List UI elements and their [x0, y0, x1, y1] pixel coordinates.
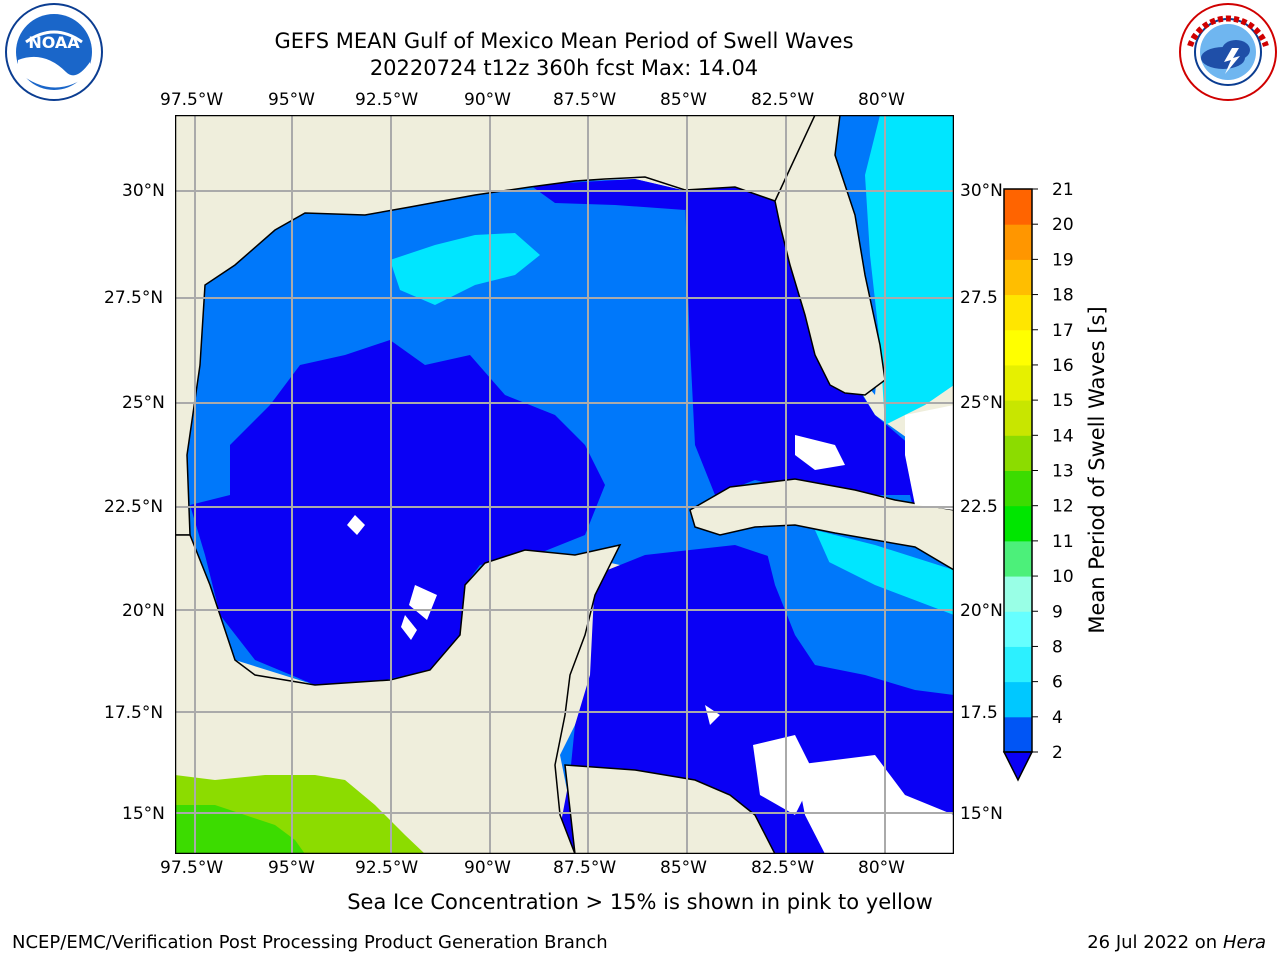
lon-tick-bottom: 80°W [858, 858, 905, 878]
noaa-logo-text: NOAA [28, 33, 80, 52]
colorbar-tick-label: 6 [1052, 673, 1063, 693]
date-value: 26 Jul 2022 on [1087, 932, 1223, 953]
colorbar-segment [1004, 540, 1032, 577]
lat-tick-left: 17.5°N [104, 703, 164, 723]
colorbar-segment [1004, 611, 1032, 647]
lon-tick-top: 95°W [268, 90, 315, 110]
high-period-region-atlantic [855, 115, 954, 425]
colorbar-segment [1004, 364, 1032, 401]
colorbar-segment [1004, 681, 1032, 718]
lon-tick-bottom: 92.5°W [355, 858, 419, 878]
lon-tick-bottom: 95°W [268, 858, 315, 878]
land-mexico [175, 534, 622, 854]
land-central-america [564, 764, 776, 854]
colorbar-segment [1004, 470, 1032, 507]
lon-tick-top: 92.5°W [355, 90, 419, 110]
lon-tick-top: 90°W [464, 90, 511, 110]
colorbar-tick-label: 21 [1052, 180, 1074, 200]
map-panel [175, 115, 954, 854]
lat-tick-right: 17.5 [960, 703, 998, 723]
machine-name: Hera [1222, 932, 1266, 953]
lat-tick-right: 20°N [960, 601, 1003, 621]
noaa-logo: NOAA [4, 2, 104, 102]
lat-tick-left: 30°N [122, 181, 165, 201]
colorbar-tick-label: 12 [1052, 497, 1074, 517]
colorbar-segment [1004, 505, 1032, 542]
colorbar-tick-label: 9 [1052, 602, 1063, 622]
colorbar-segment [1004, 646, 1032, 683]
colorbar-tick-label: 14 [1052, 426, 1074, 446]
colorbar-tick-label: 4 [1052, 708, 1063, 728]
colorbar-segment [1004, 189, 1032, 225]
high-period-region-north-gulf [390, 233, 540, 305]
lon-tick-bottom: 97.5°W [160, 858, 224, 878]
colorbar-tick-label: 8 [1052, 637, 1063, 657]
lat-tick-left: 20°N [122, 601, 165, 621]
colorbar-tick-label: 18 [1052, 286, 1074, 306]
sea-ice-note: Sea Ice Concentration > 15% is shown in … [347, 890, 933, 914]
colorbar-segment [1004, 259, 1032, 296]
colorbar-tick-label: 13 [1052, 462, 1074, 482]
colorbar-segment [1004, 329, 1032, 366]
lon-tick-top: 80°W [858, 90, 905, 110]
land-cuba [689, 478, 954, 571]
colorbar-tick-label: 15 [1052, 391, 1074, 411]
colorbar-tick-label: 2 [1052, 743, 1063, 763]
graticule [175, 115, 954, 854]
colorbar-segment [1004, 400, 1032, 436]
lon-tick-top: 87.5°W [553, 90, 617, 110]
no-data-patches [347, 405, 954, 854]
lat-tick-right: 30°N [960, 181, 1003, 201]
colorbar-tick-label: 19 [1052, 250, 1074, 270]
nws-logo [1178, 2, 1278, 102]
chart-title: GEFS MEAN Gulf of Mexico Mean Period of … [274, 29, 854, 53]
land-florida [774, 115, 886, 396]
lat-tick-left: 22.5°N [104, 497, 164, 517]
lon-tick-top: 82.5°W [751, 90, 815, 110]
colorbar-tick-label: 20 [1052, 215, 1074, 235]
lat-tick-left: 27.5°N [104, 288, 164, 308]
low-period-region-north [530, 179, 695, 210]
colorbar-segment [1004, 224, 1032, 260]
lat-tick-right: 27.5 [960, 288, 998, 308]
lat-tick-right: 25°N [960, 393, 1003, 413]
colorbar: 2 4 6 8 9 10 11 12 13 14 15 16 17 18 19 20 21 [1002, 180, 1074, 782]
colorbar-segment [1004, 716, 1032, 753]
colorbar-segment [1004, 294, 1032, 331]
colorbar-tick-label: 11 [1052, 532, 1074, 552]
credit-text: NCEP/EMC/Verification Post Processing Pr… [12, 932, 608, 953]
lon-tick-top: 97.5°W [160, 90, 224, 110]
colorbar-tick-label: 16 [1052, 356, 1074, 376]
lat-tick-left: 15°N [122, 804, 165, 824]
colorbar-extend-arrow [1002, 751, 1034, 782]
lat-tick-left: 25°N [122, 393, 165, 413]
colorbar-segments [1002, 189, 1034, 782]
map-frame [175, 115, 954, 854]
lon-tick-bottom: 87.5°W [553, 858, 617, 878]
mid-period-region-caribbean [765, 545, 954, 695]
colorbar-segment [1004, 576, 1032, 612]
colorbar-segment [1004, 435, 1032, 471]
colorbar-ticks: 2 4 6 8 9 10 11 12 13 14 15 16 17 18 19 20 21 [1032, 180, 1074, 763]
date-text: 26 Jul 2022 on Hera [1087, 932, 1266, 953]
chart-subtitle: 20220724 t12z 360h fcst Max: 14.04 [369, 56, 759, 80]
lon-tick-top: 85°W [660, 90, 707, 110]
colorbar-tick-label: 17 [1052, 321, 1074, 341]
lon-tick-bottom: 85°W [660, 858, 707, 878]
lon-tick-bottom: 82.5°W [751, 858, 815, 878]
colorbar-tick-label: 10 [1052, 567, 1074, 587]
lon-tick-bottom: 90°W [464, 858, 511, 878]
lat-tick-right: 15°N [960, 804, 1003, 824]
low-period-region-west [190, 340, 605, 685]
lat-tick-right: 22.5 [960, 497, 998, 517]
green-shading-core [175, 805, 305, 854]
